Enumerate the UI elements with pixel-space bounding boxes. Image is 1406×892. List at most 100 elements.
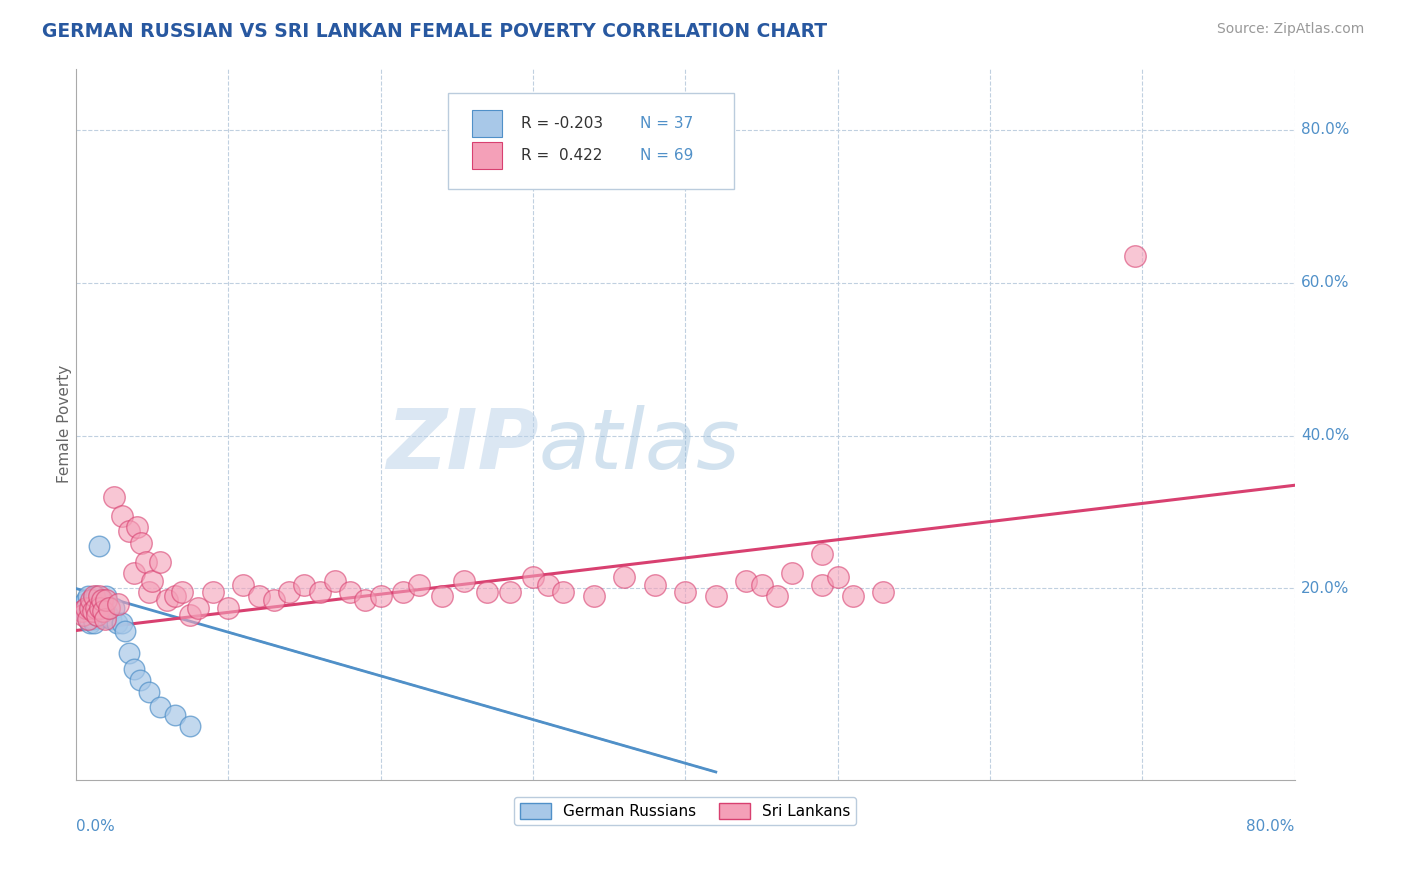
Point (86, 604, 108, 618)
Point (70, 604, 93, 618)
Text: 0.0%: 0.0% (76, 819, 114, 834)
Point (90, 593, 112, 607)
Point (77, 612, 100, 626)
Text: atlas: atlas (538, 405, 741, 486)
Point (1123, 249, 1146, 263)
Point (107, 597, 129, 611)
Point (149, 700, 172, 714)
Point (122, 566, 145, 581)
Text: GERMAN RUSSIAN VS SRI LANKAN FEMALE POVERTY CORRELATION CHART: GERMAN RUSSIAN VS SRI LANKAN FEMALE POVE… (42, 22, 827, 41)
Point (138, 585, 160, 599)
Text: R =  0.422: R = 0.422 (520, 148, 602, 163)
Point (75, 593, 97, 607)
Point (392, 585, 415, 599)
Point (827, 570, 849, 584)
Point (477, 585, 499, 599)
Text: Source: ZipAtlas.com: Source: ZipAtlas.com (1216, 22, 1364, 37)
Point (72, 597, 94, 611)
Point (751, 577, 773, 591)
Point (201, 585, 224, 599)
Point (673, 585, 696, 599)
Point (83, 600, 105, 615)
Point (80, 604, 103, 618)
Text: N = 69: N = 69 (640, 148, 693, 163)
Point (93, 612, 115, 626)
Point (77, 589, 100, 603)
Point (872, 585, 894, 599)
Point (84, 608, 107, 623)
Point (82, 612, 104, 626)
Point (75, 600, 97, 615)
Point (79, 615, 101, 630)
Point (75, 608, 97, 623)
Text: 40.0%: 40.0% (1301, 428, 1350, 443)
Text: ZIP: ZIP (387, 405, 538, 486)
Point (499, 585, 522, 599)
Point (103, 490, 125, 504)
Point (87, 597, 110, 611)
Point (354, 593, 377, 607)
Point (323, 574, 346, 588)
Point (80, 597, 103, 611)
Point (122, 662, 145, 676)
Point (105, 615, 128, 630)
Point (118, 647, 141, 661)
Point (72, 608, 94, 623)
Point (91, 604, 114, 618)
Point (97, 608, 120, 623)
Point (156, 593, 179, 607)
Point (87, 589, 110, 603)
Point (103, 600, 125, 615)
Point (91, 600, 114, 615)
Point (89, 600, 111, 615)
Point (96, 589, 118, 603)
Point (292, 577, 315, 591)
Point (263, 593, 285, 607)
Point (73, 604, 96, 618)
Point (96, 593, 118, 607)
Point (765, 589, 787, 603)
Point (430, 589, 453, 603)
Text: 80.0%: 80.0% (1301, 122, 1350, 137)
Point (84, 589, 107, 603)
Point (217, 600, 239, 615)
Point (87, 540, 110, 554)
Point (537, 577, 560, 591)
Point (370, 589, 392, 603)
Point (172, 585, 194, 599)
Point (128, 673, 150, 688)
Point (811, 577, 834, 591)
Point (339, 585, 361, 599)
Point (613, 570, 636, 584)
Point (114, 624, 136, 638)
Point (163, 707, 186, 722)
Point (811, 547, 834, 561)
Point (89, 593, 111, 607)
Point (82, 593, 104, 607)
Point (553, 585, 575, 599)
Point (842, 589, 865, 603)
Point (98, 600, 121, 615)
FancyBboxPatch shape (472, 143, 502, 169)
Point (187, 600, 209, 615)
Point (90, 604, 112, 618)
Point (84, 600, 107, 615)
Point (83, 615, 105, 630)
Text: 80.0%: 80.0% (1247, 819, 1295, 834)
Point (82, 604, 104, 618)
Text: N = 37: N = 37 (640, 117, 693, 131)
Text: 60.0%: 60.0% (1301, 275, 1350, 290)
Point (110, 615, 132, 630)
Legend: German Russians, Sri Lankans: German Russians, Sri Lankans (515, 797, 856, 825)
Point (308, 585, 330, 599)
Point (135, 555, 157, 569)
Point (704, 589, 727, 603)
Point (79, 600, 101, 615)
Point (408, 577, 430, 591)
Point (582, 589, 605, 603)
Point (138, 684, 160, 698)
Y-axis label: Female Poverty: Female Poverty (58, 365, 72, 483)
FancyBboxPatch shape (472, 111, 502, 137)
Point (163, 589, 186, 603)
Point (83, 589, 105, 603)
